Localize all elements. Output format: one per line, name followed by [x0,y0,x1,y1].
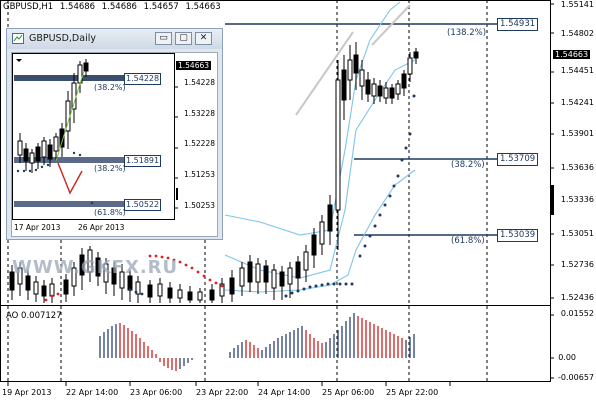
bands [224,1,416,293]
inset-level-price[interactable]: 1.51891 [124,155,162,167]
price-axis-label: 1.54451 [560,66,594,75]
ticker-open: 1.54686 [59,2,96,12]
inset-level-price[interactable]: 1.50522 [124,199,162,211]
date-axis-label: 19 Apr 2013 [2,388,52,397]
level-price-low[interactable]: 1.53039 [497,229,539,242]
level-price-top[interactable]: 1.54931 [497,18,539,31]
ticker-high: 1.54686 [101,2,137,12]
price-axis-label: 1.55141 [560,0,594,9]
inset-date-label: 17 Apr 2013 [14,223,61,232]
date-axis-label: 22 Apr 14:00 [66,388,119,397]
inset-price-label: 1.52228 [183,139,215,148]
daily-chart-svg [12,53,178,220]
level-pct-top: (138.2%) [447,28,487,38]
date-axis-label: 23 Apr 06:00 [130,388,183,397]
candles [9,42,419,303]
inset-date-label: 26 Apr 2013 [78,223,125,232]
date-axis-label: 25 Apr 22:00 [386,388,439,397]
ao-axis-label: 0.01552 [560,309,594,318]
red-dots [44,254,224,302]
chart-window-icon [12,33,24,44]
price-axis-label: 1.52736 [560,260,594,269]
watermark: WWW.GKFX.RU [12,257,179,278]
inset-level-pct: (38.2%) [94,164,126,173]
inset-title: GBPUSD,Daily [29,33,96,44]
inset-price-label: 1.51253 [183,170,215,179]
maximize-button[interactable]: ▢ [175,32,192,45]
inset-level-pct: (38.2%) [94,83,126,92]
minimize-button[interactable]: ▭ [155,32,172,45]
current-price-marker: 1.54663 [553,50,591,59]
price-axis-label: 1.53636 [560,163,594,172]
level-price-mid[interactable]: 1.53709 [497,153,539,166]
date-axis-label: 25 Apr 06:00 [322,388,375,397]
inset-level-price[interactable]: 1.54228 [124,73,162,85]
level-pct-low: (61.8%) [451,236,485,246]
price-axis-label: 1.53051 [560,229,594,238]
ao-axis-label: 0.00 [558,353,576,362]
period-separators [7,0,488,382]
navy-dots [128,94,416,298]
price-axis-label: 1.54802 [560,29,594,38]
ticker-header: GBPUSD,H1 1.54686 1.54686 1.54657 1.5466… [3,2,225,12]
daily-chart-window[interactable]: GBPUSD,Daily ▭ ▢ ✕ [6,28,223,240]
close-button[interactable]: ✕ [195,32,212,45]
inset-level-pct: (61.8%) [94,208,126,217]
daily-chart-area[interactable]: 1.54663 1.54228 1.53228 1.52228 1.51253 … [11,52,218,237]
date-axis-label: 24 Apr 14:00 [258,388,311,397]
price-axis-label: 1.53901 [560,129,594,138]
price-axis-label: 1.53336 [560,195,594,204]
ticker-close: 1.54663 [185,2,221,12]
inset-price-label: 1.53228 [183,109,215,118]
ticker-symbol: GBPUSD,H1 [3,2,54,12]
price-axis-label: 1.52436 [560,293,594,302]
level-lines [225,23,498,236]
inset-title-bar[interactable]: GBPUSD,Daily ▭ ▢ ✕ [7,29,222,49]
inset-price-label: 1.54228 [183,78,215,87]
ao-axis-label: -0.00657 [558,373,594,382]
price-axis-label: 1.54241 [560,98,594,107]
ticker-low: 1.54657 [143,2,179,12]
ao-indicator-label: AO 0.007127 [6,311,62,321]
level-pct-mid: (38.2%) [451,160,485,170]
inset-current-price: 1.54663 [176,61,212,70]
inset-price-label: 1.50253 [183,201,215,210]
trend-lines [295,4,411,116]
ao-histogram [7,313,415,371]
date-axis-label: 23 Apr 22:00 [196,388,249,397]
